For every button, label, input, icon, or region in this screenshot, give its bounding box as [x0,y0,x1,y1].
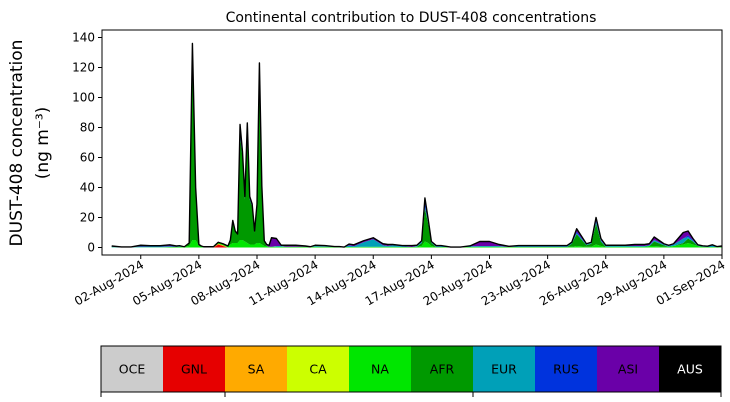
y-axis-label-line2: (ng m⁻³) [33,107,53,180]
y-tick-label: 0 [87,241,95,255]
legend-label-gnl: GNL [181,362,207,377]
area-asi [111,43,722,248]
y-tick-label: 40 [80,181,95,195]
legend-swatch-aus [659,346,721,392]
legend-label-na: NA [371,362,389,377]
plot-frame [101,29,723,256]
legend-swatch-sa [225,346,287,392]
legend-colorbar: OCE GNL SA CA NA AFR EUR RUS ASI AUS [100,345,722,397]
legend-label-sa: SA [248,362,265,377]
y-tick-label: 80 [80,121,95,135]
y-axis-label-line1: DUST-408 concentration [7,40,27,247]
legend-swatch-ca [287,346,349,392]
legend-label-eur: EUR [491,362,517,377]
legend-swatch-rus [535,346,597,392]
y-tick-label: 140 [72,31,95,45]
legend-label-aus: AUS [677,362,703,377]
legend-label-rus: RUS [553,362,579,377]
legend-swatch-afr [411,346,473,392]
axes: 02040608010012014002-Aug-202405-Aug-2024… [72,29,728,308]
legend-frame [100,345,722,393]
area-afr [111,63,722,248]
y-tick-label: 100 [72,91,95,105]
area-na [111,240,722,248]
legend-swatch-gnl [163,346,225,392]
y-tick-label: 60 [80,151,95,165]
area-rus [111,54,722,248]
plot-area [111,42,722,248]
legend-swatch-eur [473,346,535,392]
y-tick-label: 20 [80,211,95,225]
legend-label-afr: AFR [430,362,455,377]
legend-swatch-na [349,346,411,392]
legend-label-ca: CA [309,362,327,377]
legend-swatch-oce [101,346,163,392]
chart-title: Continental contribution to DUST-408 con… [226,10,597,26]
area-eur [111,61,722,248]
legend-label-asi: ASI [618,362,638,377]
total-line [111,42,722,248]
legend-swatch-asi [597,346,659,392]
area-aus [111,43,722,248]
legend-label-oce: OCE [119,362,146,377]
y-tick-label: 120 [72,61,95,75]
